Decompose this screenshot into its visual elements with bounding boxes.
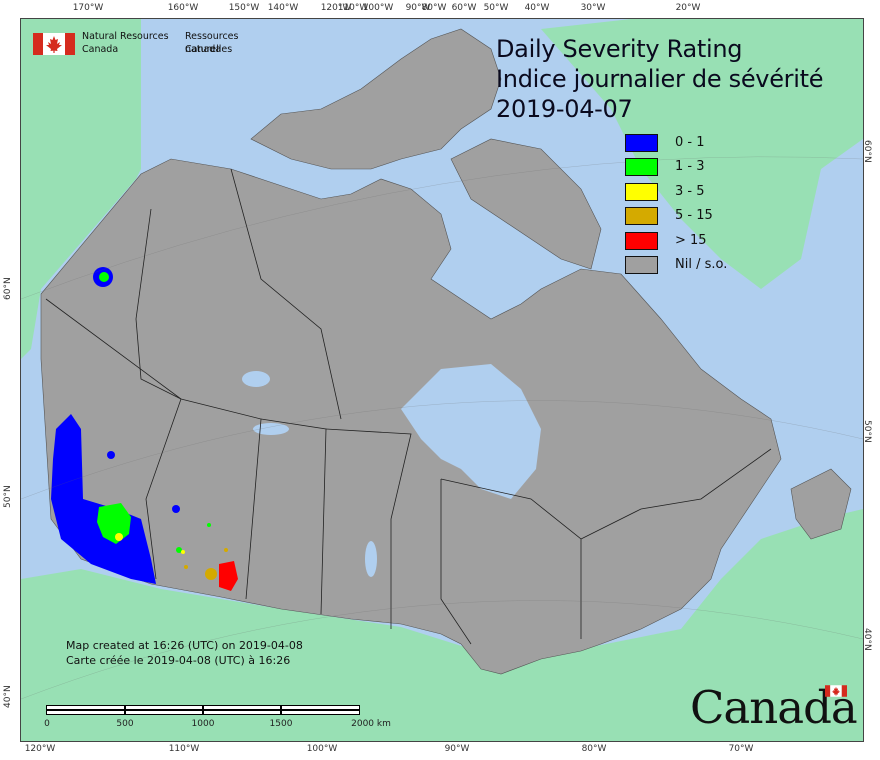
scale-segment bbox=[125, 710, 203, 715]
legend-swatch bbox=[625, 255, 658, 274]
longitude-tick: 100°W bbox=[306, 744, 338, 754]
legend-label: Nil / s.o. bbox=[675, 256, 728, 272]
scale-segment bbox=[46, 710, 125, 715]
scale-segment bbox=[203, 710, 281, 715]
scale-segment bbox=[281, 710, 360, 715]
alaska-landmass bbox=[21, 19, 141, 359]
legend-item: 0 - 1 bbox=[625, 134, 825, 158]
baffin-island bbox=[450, 138, 602, 270]
longitude-tick: 110°W bbox=[168, 744, 200, 754]
scale-segment bbox=[281, 705, 360, 710]
legend-label: 0 - 1 bbox=[675, 135, 705, 150]
map-canvas bbox=[21, 19, 863, 741]
scale-label: 1000 bbox=[191, 719, 215, 729]
longitude-tick: 50°W bbox=[483, 3, 509, 13]
arctic-islands bbox=[250, 28, 502, 170]
legend-label: > 15 bbox=[675, 232, 707, 248]
latitude-tick: 60°N bbox=[3, 277, 13, 300]
legend-swatch bbox=[625, 158, 658, 177]
legend-label: 1 - 3 bbox=[675, 159, 705, 175]
legend-label: 5 - 15 bbox=[675, 208, 713, 224]
scale-label: 2000 km bbox=[351, 719, 391, 729]
great-slave-lake bbox=[253, 423, 289, 435]
severity-yellow-zone bbox=[115, 533, 185, 554]
scale-label: 0 bbox=[44, 719, 50, 729]
map-title-block: Daily Severity Rating Indice journalier … bbox=[496, 34, 856, 124]
severity-green-zone bbox=[97, 272, 211, 553]
agency-name-french-line1: Ressources naturelles bbox=[185, 31, 239, 55]
longitude-tick: 150°W bbox=[228, 3, 260, 13]
longitude-tick: 120°W bbox=[24, 744, 56, 754]
longitude-tick: 70°W bbox=[728, 744, 754, 754]
legend-swatch bbox=[625, 182, 658, 201]
lake-winnipeg bbox=[365, 541, 377, 577]
title-english: Daily Severity Rating bbox=[496, 35, 743, 63]
map-frame bbox=[20, 18, 864, 742]
longitude-tick: 80°W bbox=[581, 744, 607, 754]
latitude-tick: 50°N bbox=[862, 420, 872, 443]
longitude-tick: 110°W bbox=[337, 3, 369, 13]
scale-segment bbox=[125, 705, 203, 710]
legend: 0 - 1 1 - 3 3 - 5 5 - 15 > 15 Nil / s.o. bbox=[625, 134, 825, 280]
longitude-tick: 20°W bbox=[675, 3, 701, 13]
severity-red-zone bbox=[219, 561, 238, 591]
legend-item: > 15 bbox=[625, 231, 825, 256]
longitude-tick: 30°W bbox=[580, 3, 606, 13]
severity-orange-zone bbox=[184, 548, 228, 580]
map-credit: Map created at 16:26 (UTC) on 2019-04-08… bbox=[66, 638, 303, 668]
agency-name-english-line2: Canada bbox=[82, 44, 119, 55]
greenland-landmass bbox=[541, 19, 863, 289]
longitude-tick: 160°W bbox=[167, 3, 199, 13]
scale-label: 500 bbox=[116, 719, 134, 729]
agency-signature: Natural Resources Canada Ressources natu… bbox=[33, 30, 273, 60]
canada-wordmark: Canada bbox=[690, 682, 858, 734]
legend-label: 3 - 5 bbox=[675, 183, 705, 199]
canada-flag-icon bbox=[825, 685, 847, 697]
canada-flag-icon bbox=[33, 33, 75, 55]
latitude-tick: 40°N bbox=[3, 685, 13, 708]
latitude-tick: 50°N bbox=[3, 485, 13, 508]
legend-item: 3 - 5 bbox=[625, 182, 825, 207]
scale-segment bbox=[46, 705, 125, 710]
longitude-tick: 100°W bbox=[362, 3, 394, 13]
longitude-tick: 60°W bbox=[451, 3, 477, 13]
newfoundland bbox=[790, 468, 852, 540]
title-date: 2019-04-07 bbox=[496, 95, 633, 123]
graticule bbox=[21, 156, 863, 700]
severity-blue-zone bbox=[51, 267, 180, 584]
legend-item: 5 - 15 bbox=[625, 207, 825, 231]
longitude-tick: 120°W bbox=[320, 3, 352, 13]
hudson-bay bbox=[401, 364, 541, 499]
legend-swatch bbox=[625, 134, 658, 152]
agency-name-english-line1: Natural Resources bbox=[82, 31, 169, 42]
credit-english: Map created at 16:26 (UTC) on 2019-04-08 bbox=[66, 639, 303, 652]
scale-label: 1500 bbox=[269, 719, 293, 729]
longitude-tick: 90°W bbox=[405, 3, 431, 13]
legend-swatch bbox=[625, 207, 658, 226]
scale-segment bbox=[203, 705, 281, 710]
legend-item: Nil / s.o. bbox=[625, 255, 825, 280]
legend-item: 1 - 3 bbox=[625, 158, 825, 182]
scale-bar bbox=[46, 705, 360, 715]
great-bear-lake bbox=[242, 371, 270, 387]
longitude-tick: 40°W bbox=[524, 3, 550, 13]
usa-landmass bbox=[21, 509, 863, 741]
title-french: Indice journalier de sévérité bbox=[496, 65, 824, 93]
latitude-tick: 60°N bbox=[862, 140, 872, 163]
credit-french: Carte créée le 2019-04-08 (UTC) à 16:26 bbox=[66, 654, 291, 667]
legend-swatch bbox=[625, 231, 658, 250]
longitude-tick: 90°W bbox=[444, 744, 470, 754]
longitude-tick: 170°W bbox=[72, 3, 104, 13]
province-borders bbox=[45, 168, 772, 645]
longitude-tick: 140°W bbox=[267, 3, 299, 13]
longitude-tick: 80°W bbox=[421, 3, 447, 13]
latitude-tick: 40°N bbox=[862, 628, 872, 651]
agency-name-french-line2: Canada bbox=[185, 44, 222, 55]
